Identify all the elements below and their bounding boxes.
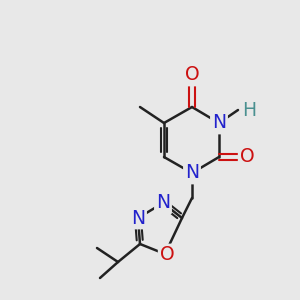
- Text: N: N: [156, 194, 170, 212]
- Text: O: O: [240, 148, 254, 166]
- Text: N: N: [185, 164, 199, 182]
- Text: N: N: [212, 113, 226, 133]
- Text: O: O: [160, 245, 174, 265]
- Text: H: H: [242, 100, 256, 119]
- Text: N: N: [131, 208, 145, 227]
- Text: O: O: [185, 65, 199, 85]
